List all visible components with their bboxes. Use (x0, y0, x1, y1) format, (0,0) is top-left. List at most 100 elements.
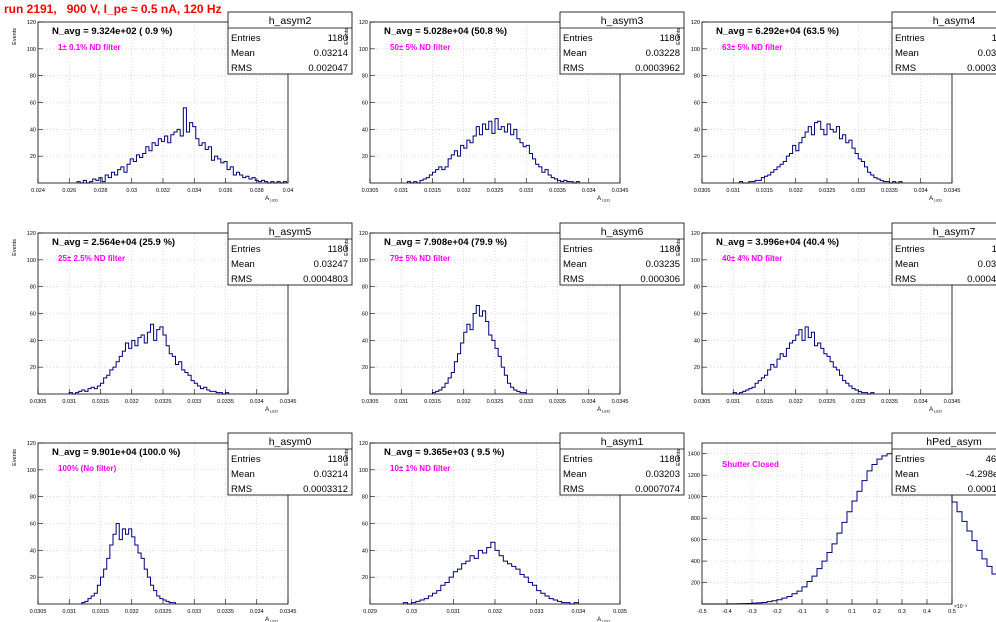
stats-key-rms: RMS (231, 484, 252, 495)
stats-value-mean: 0.03228 (646, 48, 680, 59)
x-tick-label: 0.0345 (612, 399, 629, 405)
y-tick-label: 80 (30, 74, 36, 80)
y-tick-label: 120 (691, 231, 700, 237)
y-tick-label: 40 (362, 338, 368, 344)
x-tick-label: 0.032 (457, 399, 471, 405)
histogram-bars (81, 523, 176, 604)
stats-value-rms: 0.0003962 (635, 63, 680, 74)
y-tick-label: 80 (362, 74, 368, 80)
x-axis-label-sub: LED (269, 409, 278, 414)
y-tick-label: 60 (362, 522, 368, 528)
y-tick-label: 40 (694, 338, 700, 344)
y-tick-label: 120 (359, 231, 368, 237)
filter-label: 50± 5% ND filter (390, 43, 450, 52)
y-axis-label: Events (344, 28, 350, 45)
x-tick-label: 0.0305 (694, 399, 711, 405)
stats-value-rms: 0.0004803 (303, 274, 348, 285)
x-tick-label: 0.0345 (944, 188, 961, 194)
stats-title: h_asym5 (269, 226, 312, 238)
y-tick-label: 60 (694, 101, 700, 107)
stats-value-rms: 0.000306 (640, 274, 680, 285)
navg-label: N_avg = 7.908e+04 (79.9 %) (384, 237, 507, 248)
y-tick-label: 20 (362, 154, 368, 160)
x-tick-label: 0.0325 (155, 609, 172, 615)
stats-key-entries: Entries (895, 33, 925, 44)
y-axis-label: Events (676, 449, 682, 466)
navg-label: N_avg = 9.324e+02 ( 0.9 %) (52, 26, 172, 37)
stats-value-rms: 0.002047 (308, 63, 348, 74)
x-tick-label: 0.0345 (280, 609, 297, 615)
y-tick-label: 120 (27, 231, 36, 237)
stats-box: h_asym6 Entries 1180 Mean 0.03235 RMS 0.000306 (559, 222, 685, 286)
y-tick-label: 60 (694, 312, 700, 318)
y-tick-label: 80 (30, 495, 36, 501)
filter-label: 1± 0.1% ND filter (58, 43, 121, 52)
histogram-bars (407, 118, 580, 184)
x-axis-label: A LED (265, 407, 278, 414)
stats-key-mean: Mean (231, 259, 255, 270)
y-tick-label: 100 (691, 258, 700, 264)
y-tick-label: 100 (359, 258, 368, 264)
stats-box-frame (227, 432, 353, 496)
x-tick-label: 0.029 (363, 609, 377, 615)
x-tick-label: 0.034 (582, 188, 596, 194)
x-tick-label: 0.035 (613, 609, 627, 615)
stats-box-frame (559, 432, 685, 496)
stats-value-rms: 0.0003312 (303, 484, 348, 495)
histogram-bars (68, 323, 230, 395)
histogram-panel-h_asym3: 0.0305 0.031 0.0315 0.032 0.0325 0.033 0.0335 0… (344, 11, 685, 203)
y-axis-label: Events (676, 239, 682, 256)
x-tick-label: 0.0315 (92, 609, 109, 615)
stats-key-rms: RMS (231, 63, 252, 74)
y-tick-label: 80 (362, 285, 368, 291)
x-tick-label: 0.034 (250, 609, 264, 615)
stats-value-mean: 0.03236 (978, 48, 996, 59)
stats-value-rms: 0.0001186 (968, 484, 996, 495)
y-tick-label: 100 (27, 468, 36, 474)
stats-key-rms: RMS (895, 484, 916, 495)
y-tick-label: 60 (362, 101, 368, 107)
x-tick-label: 0.033 (187, 609, 201, 615)
y-axis-label: Events (676, 28, 682, 45)
stats-box: h_asym5 Entries 1180 Mean 0.03247 RMS 0.000480… (227, 222, 353, 286)
run-title: run 2191, 900 V, I_pe ≈ 0.5 nA, 120 Hz (4, 2, 222, 16)
x-tick-label: 0.0345 (612, 188, 629, 194)
x-tick-label: 0.0325 (819, 399, 836, 405)
stats-box: h_asym7 Entries 1180 Mean 0.03225 RMS 0.000449… (891, 222, 996, 286)
x-tick-label: 0.036 (219, 188, 233, 194)
y-tick-label: 40 (694, 127, 700, 133)
y-tick-label: 60 (30, 522, 36, 528)
filter-label: Shutter Closed (722, 460, 779, 469)
stats-key-mean: Mean (563, 48, 587, 59)
x-tick-label: 0.0335 (549, 188, 566, 194)
x-axis-label: A LED (265, 617, 278, 622)
x-tick-label: 0.0335 (217, 399, 234, 405)
stats-title: h_asym1 (601, 436, 644, 448)
x-tick-label: 0.5 (948, 609, 956, 615)
stats-key-rms: RMS (563, 484, 584, 495)
navg-label: N_avg = 9.901e+04 (100.0 %) (52, 447, 180, 458)
y-tick-label: 120 (359, 441, 368, 447)
stats-box: h_asym1 Entries 1180 Mean 0.03203 RMS 0.000707… (559, 432, 685, 496)
y-tick-label: 20 (362, 575, 368, 581)
y-tick-label: 60 (30, 101, 36, 107)
stats-box-frame (559, 222, 685, 286)
stats-key-mean: Mean (563, 259, 587, 270)
histogram-panel-h_asym4: 0.0305 0.031 0.0315 0.032 0.0325 0.033 0.0335 0… (676, 11, 996, 203)
x-tick-label: -0.1 (797, 609, 806, 615)
x-tick-label: 0.0335 (549, 399, 566, 405)
x-tick-label: 0.033 (519, 399, 533, 405)
x-tick-label: 0.0305 (30, 609, 47, 615)
x-axis-label: A LED (929, 196, 942, 203)
x-tick-label: 0.031 (446, 609, 460, 615)
y-tick-label: 80 (694, 285, 700, 291)
stats-key-rms: RMS (563, 274, 584, 285)
y-tick-label: 60 (30, 312, 36, 318)
x-tick-label: 0.033 (851, 188, 865, 194)
stats-value-entries: 1180 (660, 33, 680, 44)
x-tick-label: 0.024 (31, 188, 45, 194)
x-tick-label: 0.032 (789, 399, 803, 405)
x-tick-label: 0.031 (394, 399, 408, 405)
y-tick-label: 200 (691, 581, 700, 587)
